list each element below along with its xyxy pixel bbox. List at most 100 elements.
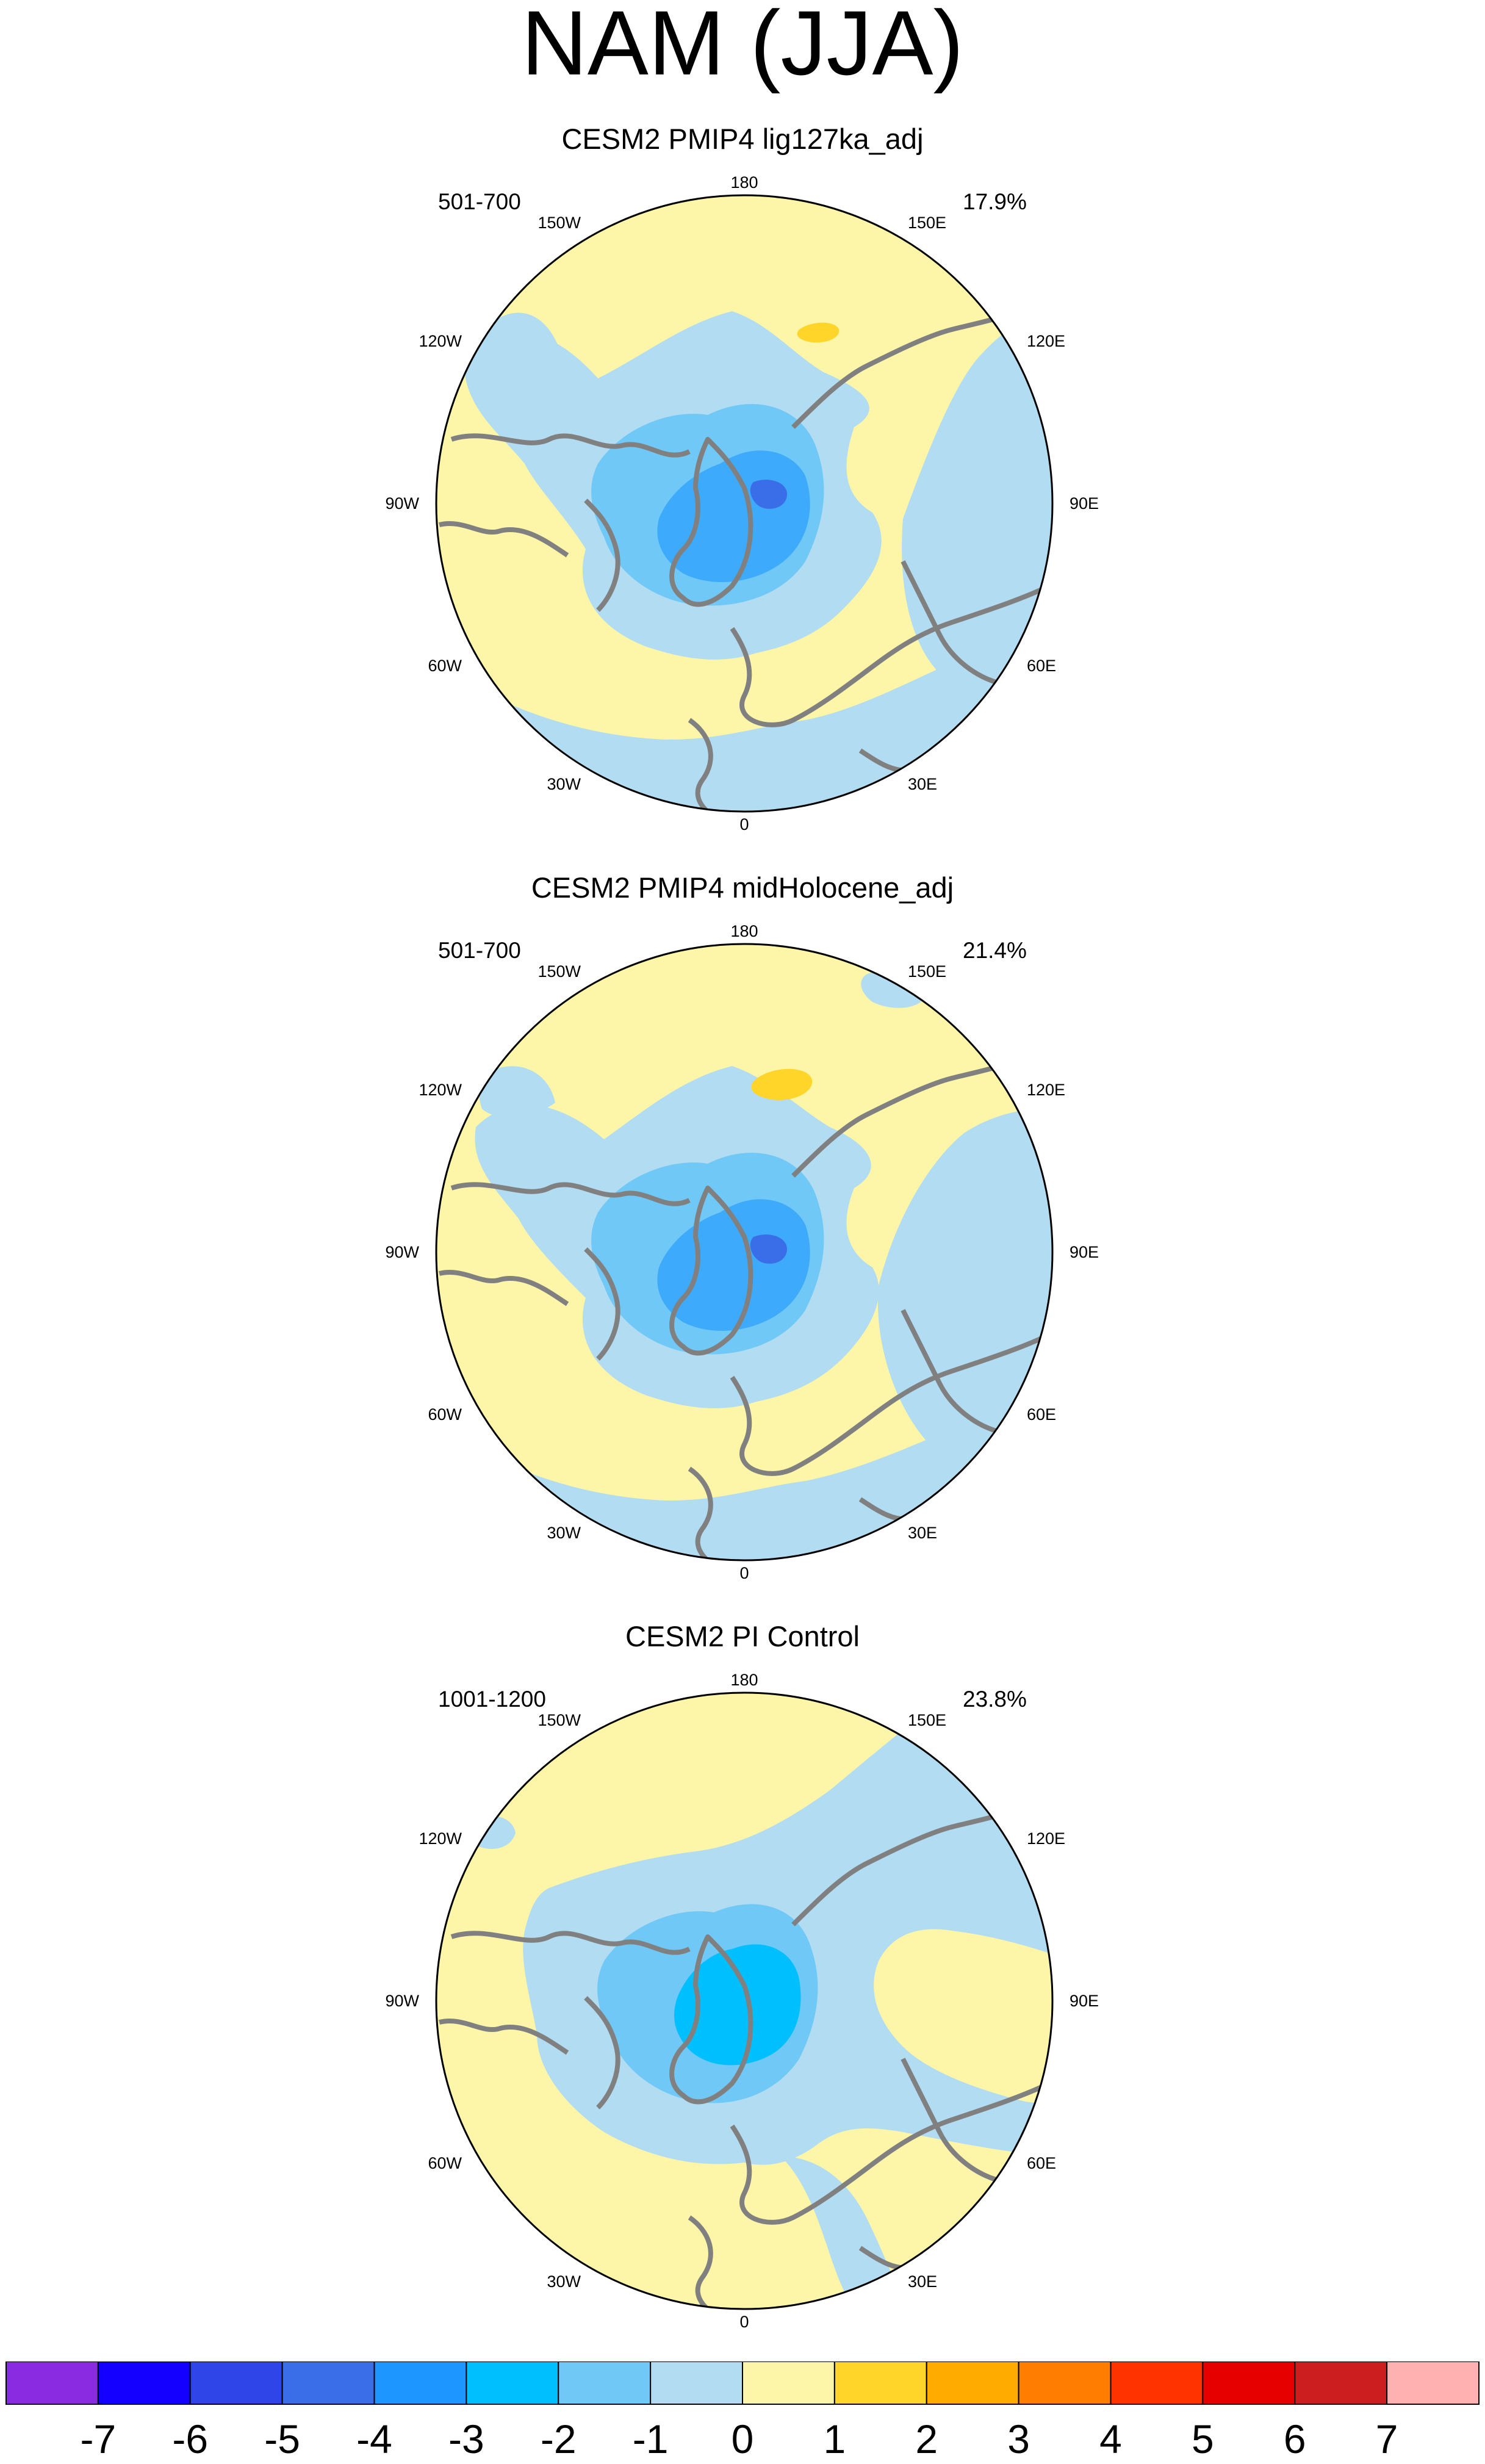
colorbar-tick-label: 4 — [1099, 2416, 1122, 2462]
colorbar-boxes — [5, 2361, 1480, 2405]
lon-label-90w: 90W — [385, 1992, 419, 2010]
lon-label-90e: 90E — [1070, 494, 1099, 513]
map-panel-pi-control: CESM2 PI Control 1001-1200 23.8% — [0, 1619, 1485, 2370]
lon-label-60e: 60E — [1027, 1405, 1056, 1424]
field-contour-minus4 — [750, 1234, 787, 1264]
lon-label-150e: 150E — [908, 962, 946, 981]
panel-title: CESM2 PMIP4 midHolocene_adj — [531, 871, 954, 904]
lon-label-150w: 150W — [538, 214, 581, 232]
lon-label-30w: 30W — [547, 1524, 581, 1542]
colorbar-box — [466, 2361, 559, 2405]
colorbar-tick-label: -3 — [448, 2416, 484, 2462]
polar-map: 180 150E 120E 90E 60E 30E 0 30W 60W 90W … — [385, 1671, 1099, 2331]
lon-label-120w: 120W — [419, 332, 462, 350]
lon-label-90e: 90E — [1070, 1243, 1099, 1261]
colorbar-box — [926, 2361, 1019, 2405]
field-contour-plus1 — [751, 1068, 813, 1100]
lon-label-180: 180 — [730, 922, 758, 940]
colorbar-box — [833, 2361, 927, 2405]
colorbar-box — [742, 2361, 835, 2405]
colorbar-tick-label: 2 — [915, 2416, 938, 2462]
main-title: NAM (JJA) — [521, 0, 964, 94]
lon-label-180: 180 — [730, 173, 758, 192]
lon-label-60e: 60E — [1027, 2154, 1056, 2172]
longitude-labels: 180 150E 120E 90E 60E 30E 0 30W 60W 90W … — [385, 173, 1099, 834]
colorbar-box — [189, 2361, 283, 2405]
lon-label-120e: 120E — [1027, 1081, 1065, 1099]
lon-label-30e: 30E — [908, 775, 937, 793]
lon-label-180: 180 — [730, 1671, 758, 1689]
colorbar-tick-label: -7 — [81, 2416, 117, 2462]
panel-percent-variance: 21.4% — [963, 938, 1027, 963]
field-contour-minus1-nw — [478, 1066, 555, 1117]
colorbar-tick-label: -5 — [264, 2416, 300, 2462]
lon-label-30e: 30E — [908, 2272, 937, 2291]
lon-label-120w: 120W — [419, 1829, 462, 1848]
colorbar-tick-label: 3 — [1007, 2416, 1030, 2462]
lon-label-90e: 90E — [1070, 1992, 1099, 2010]
field-contour-minus1-east — [902, 312, 1052, 697]
lon-label-30w: 30W — [547, 2272, 581, 2291]
colorbar-tick-label: 5 — [1192, 2416, 1214, 2462]
colorbar-box — [5, 2361, 99, 2405]
lon-label-0: 0 — [739, 2313, 749, 2331]
panel-years-label: 501-700 — [438, 938, 521, 963]
lon-label-0: 0 — [739, 815, 749, 834]
lon-label-0: 0 — [739, 1564, 749, 1582]
lon-label-60e: 60E — [1027, 657, 1056, 675]
colorbar-box — [650, 2361, 743, 2405]
panel-years-label: 1001-1200 — [438, 1687, 546, 1712]
map-panel-midholocene: CESM2 PMIP4 midHolocene_adj 501-700 21.4… — [0, 871, 1485, 1621]
colorbar-tick-label: -4 — [356, 2416, 392, 2462]
field-contour-plus1 — [797, 322, 840, 343]
colorbar-tick-label: 6 — [1284, 2416, 1306, 2462]
lon-label-30w: 30W — [547, 775, 581, 793]
colorbar-box — [97, 2361, 191, 2405]
lon-label-120w: 120W — [419, 1081, 462, 1099]
longitude-labels: 180 150E 120E 90E 60E 30E 0 30W 60W 90W … — [385, 922, 1099, 1582]
lon-label-30e: 30E — [908, 1524, 937, 1542]
polar-map: 180 150E 120E 90E 60E 30E 0 30W 60W 90W … — [385, 922, 1099, 1582]
field-contour-minus4 — [750, 480, 787, 509]
map-panel-lig127ka: CESM2 PMIP4 lig127ka_adj 501-700 17.9% — [0, 122, 1485, 873]
colorbar-tick-label: -2 — [541, 2416, 577, 2462]
field-contour-plus-east — [1028, 1990, 1052, 2030]
map-boundary — [435, 1691, 1054, 2310]
panel-percent-variance: 23.8% — [963, 1687, 1027, 1712]
lon-label-90w: 90W — [385, 494, 419, 513]
polar-map: 180 150E 120E 90E 60E 30E 0 30W 60W 90W … — [385, 173, 1099, 834]
lon-label-60w: 60W — [428, 1405, 462, 1424]
colorbar-tick-label: 1 — [824, 2416, 846, 2462]
colorbar-box — [558, 2361, 652, 2405]
map-boundary — [435, 943, 1054, 1562]
lon-label-150w: 150W — [538, 962, 581, 981]
lon-label-60w: 60W — [428, 657, 462, 675]
colorbar-tick-label: -1 — [633, 2416, 669, 2462]
colorbar-box — [1110, 2361, 1204, 2405]
panel-percent-variance: 17.9% — [963, 189, 1027, 214]
lon-label-90w: 90W — [385, 1243, 419, 1261]
lon-label-150e: 150E — [908, 1711, 946, 1729]
lon-label-60w: 60W — [428, 2154, 462, 2172]
panel-years-label: 501-700 — [438, 189, 521, 214]
lon-label-120e: 120E — [1027, 332, 1065, 350]
colorbar-tick-label: -6 — [172, 2416, 208, 2462]
colorbar-box — [281, 2361, 375, 2405]
colorbar-labels: -7 -6 -5 -4 -3 -2 -1 0 1 2 3 4 5 6 7 — [81, 2416, 1398, 2462]
colorbar-tick-label: 0 — [732, 2416, 754, 2462]
colorbar-box — [373, 2361, 467, 2405]
field-contour-minus3 — [674, 1944, 801, 2066]
panel-title: CESM2 PMIP4 lig127ka_adj — [561, 123, 924, 155]
colorbar-box — [1386, 2361, 1480, 2405]
lon-label-150e: 150E — [908, 214, 946, 232]
colorbar-box — [1294, 2361, 1388, 2405]
lon-label-120e: 120E — [1027, 1829, 1065, 1848]
field-contour-minus1-nw — [480, 312, 561, 373]
map-boundary — [435, 194, 1054, 813]
lon-label-150w: 150W — [538, 1711, 581, 1729]
colorbar: -7 -6 -5 -4 -3 -2 -1 0 1 2 3 4 5 6 7 — [5, 2361, 1480, 2462]
colorbar-tick-label: 7 — [1376, 2416, 1398, 2462]
colorbar-box — [1018, 2361, 1112, 2405]
colorbar-box — [1202, 2361, 1296, 2405]
panel-title: CESM2 PI Control — [625, 1620, 860, 1652]
